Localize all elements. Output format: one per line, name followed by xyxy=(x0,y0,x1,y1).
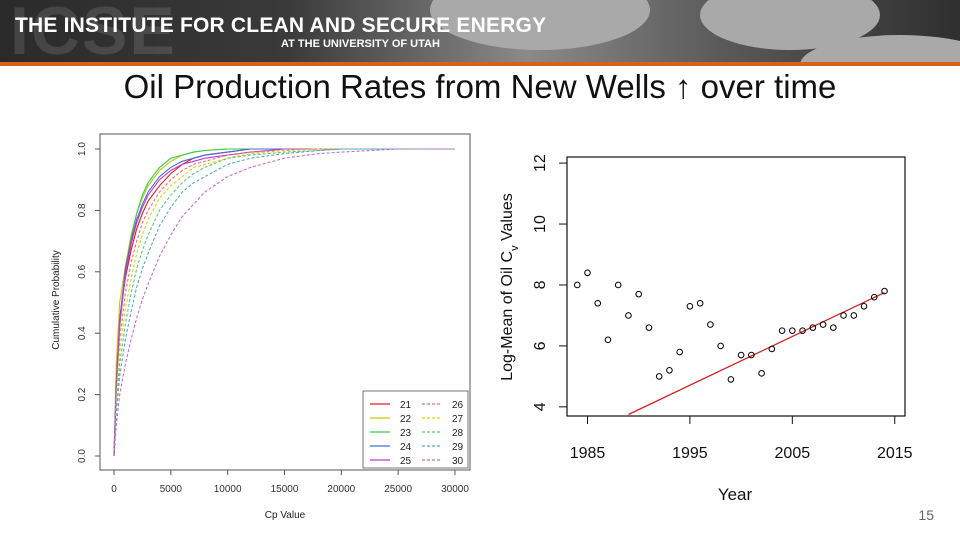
cdf-x-tick-label: 5000 xyxy=(160,484,183,495)
scatter-point xyxy=(686,303,694,310)
scatter-point xyxy=(594,299,602,307)
scatter-x-tick-label: 2005 xyxy=(775,445,811,462)
scatter-point xyxy=(840,312,847,319)
scatter-point xyxy=(604,336,612,344)
y-label-main: Log-Mean of Oil C xyxy=(499,251,516,381)
cdf-legend-label: 29 xyxy=(452,442,464,453)
accent-rule xyxy=(0,62,960,66)
scatter-point xyxy=(666,366,673,374)
scatter-point xyxy=(573,281,581,289)
scatter-point xyxy=(645,324,653,331)
scatter-y-tick-label: 12 xyxy=(532,154,549,172)
scatter-point xyxy=(635,290,642,298)
cdf-x-tick-label: 15000 xyxy=(271,484,299,495)
scatter-point xyxy=(676,348,683,356)
institute-name: THE INSTITUTE FOR CLEAN AND SECURE ENERG… xyxy=(15,14,547,37)
cdf-legend-label: 30 xyxy=(452,456,464,467)
scatter-point xyxy=(850,312,858,319)
scatter-point xyxy=(758,370,765,377)
scatter-plot-frame xyxy=(566,156,906,417)
y-label-subscript: v xyxy=(509,245,521,251)
scatter-point xyxy=(696,299,704,307)
cdf-x-tick-label: 10000 xyxy=(214,484,242,495)
cdf-y-tick-label: 0.2 xyxy=(77,387,88,401)
cdf-legend-label: 28 xyxy=(452,428,464,439)
icse-watermark: ICSE xyxy=(10,0,177,62)
scatter-point xyxy=(789,327,796,334)
scatter-point xyxy=(809,324,817,331)
scatter-y-tick-label: 6 xyxy=(532,341,549,350)
scatter-x-axis-label: Year xyxy=(718,485,753,504)
header-banner: ICSE THE INSTITUTE FOR CLEAN AND SECURE … xyxy=(0,0,960,62)
scatter-point xyxy=(717,342,724,350)
cdf-series-30 xyxy=(113,148,455,457)
scatter-point xyxy=(819,321,827,328)
cdf-legend-label: 24 xyxy=(400,442,412,453)
cdf-legend-label: 27 xyxy=(452,414,464,425)
cdf-series-27 xyxy=(113,148,455,457)
cdf-x-tick-label: 20000 xyxy=(327,484,355,495)
cdf-x-tick-label: 0 xyxy=(111,484,117,495)
scatter-point xyxy=(881,287,888,295)
scatter-point xyxy=(870,293,878,301)
scatter-point xyxy=(799,327,806,334)
scatter-point xyxy=(778,327,786,334)
cdf-y-tick-label: 0.6 xyxy=(77,264,88,278)
cdf-y-tick-label: 0.4 xyxy=(77,326,88,340)
university-name: AT THE UNIVERSITY OF UTAH xyxy=(281,38,440,50)
cdf-y-tick-label: 0.8 xyxy=(77,203,88,217)
cdf-legend-label: 21 xyxy=(400,400,412,411)
cdf-x-tick-label: 30000 xyxy=(441,484,469,495)
scatter-y-tick-label: 4 xyxy=(532,402,549,411)
slide-title: Oil Production Rates from New Wells ↑ ov… xyxy=(123,68,837,105)
slide-number: 15 xyxy=(918,507,934,523)
y-label-tail: Values xyxy=(499,193,516,245)
cdf-x-tick-label: 25000 xyxy=(384,484,412,495)
cdf-x-axis-label: Cp Value xyxy=(265,510,306,521)
cdf-legend-label: 22 xyxy=(400,414,412,425)
cdf-legend-label: 23 xyxy=(400,428,412,439)
scatter-point xyxy=(655,373,663,380)
cdf-y-tick-label: 0.0 xyxy=(77,449,88,463)
scatter-x-tick-label: 1995 xyxy=(672,445,708,462)
scatter-point xyxy=(737,351,745,359)
scatter-point xyxy=(727,376,735,383)
scatter-point xyxy=(614,281,622,289)
trend-line xyxy=(628,292,885,416)
cdf-y-axis-label: Cumulative Probability xyxy=(51,250,62,350)
cdf-legend: 21 22 23 24 25 26 27 28 29 30 xyxy=(362,390,469,469)
scatter-x-tick-label: 2015 xyxy=(877,445,913,462)
cdf-series-29 xyxy=(113,148,455,457)
scatter-x-tick-label: 1985 xyxy=(570,445,606,462)
scatter-point xyxy=(584,269,591,277)
scatter-point xyxy=(860,303,868,310)
scatter-point xyxy=(625,312,632,319)
scatter-y-tick-label: 10 xyxy=(532,215,549,233)
scatter-point xyxy=(768,345,776,353)
cdf-y-tick-label: 1.0 xyxy=(77,142,88,156)
scatter-point xyxy=(707,321,714,328)
scatter-y-tick-label: 8 xyxy=(532,280,549,289)
scatter-point xyxy=(748,351,755,359)
cdf-legend-label: 25 xyxy=(400,456,412,467)
scatter-point xyxy=(830,324,837,331)
cdf-legend-label: 26 xyxy=(452,400,464,411)
scatter-y-axis-label: Log-Mean of Oil Cv Values xyxy=(499,193,521,381)
